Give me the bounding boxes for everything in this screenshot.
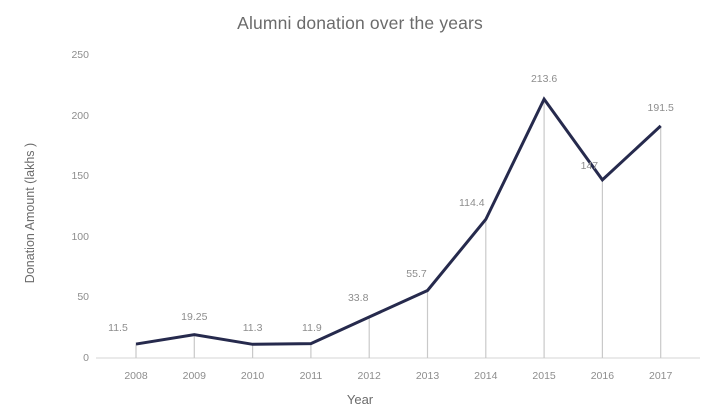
data-point-label: 191.5	[647, 101, 674, 114]
x-tick-label: 2010	[240, 370, 265, 382]
y-tick-label: 150	[71, 170, 89, 183]
x-tick-label: 2013	[415, 370, 440, 382]
x-tick-label: 2009	[182, 370, 206, 382]
y-tick-label: 50	[77, 291, 89, 304]
data-point-label: 213.6	[530, 73, 558, 86]
data-point-label: 11.3	[242, 322, 263, 335]
chart-title: Alumni donation over the years	[237, 13, 483, 33]
y-tick-label: 100	[71, 230, 89, 243]
data-point-label: 11.5	[108, 322, 128, 335]
data-point-label: 19.25	[181, 310, 208, 323]
series-line-donation-amount	[135, 96, 662, 346]
stem-lines-group	[135, 99, 662, 358]
data-line-group	[135, 96, 662, 346]
x-tick-label: 2011	[299, 370, 323, 382]
x-tick-label: 2017	[649, 370, 673, 382]
x-tick-label: 2015	[532, 370, 556, 382]
data-point-label: 11.9	[302, 321, 322, 334]
data-point-label: 55.7	[406, 268, 427, 281]
x-tick-label: 2008	[124, 370, 148, 382]
x-tick-label: 2014	[474, 370, 498, 382]
x-axis-label: Year	[346, 392, 374, 407]
y-tick-label: 250	[71, 49, 89, 61]
x-tick-label: 2016	[590, 370, 615, 382]
data-point-label: 33.8	[347, 292, 369, 305]
data-point-label: 147	[580, 159, 599, 172]
y-tick-label: 0	[83, 352, 89, 364]
y-tick-label: 200	[71, 109, 89, 122]
x-tick-label: 2012	[357, 370, 381, 382]
data-point-label: 114.4	[459, 197, 485, 210]
